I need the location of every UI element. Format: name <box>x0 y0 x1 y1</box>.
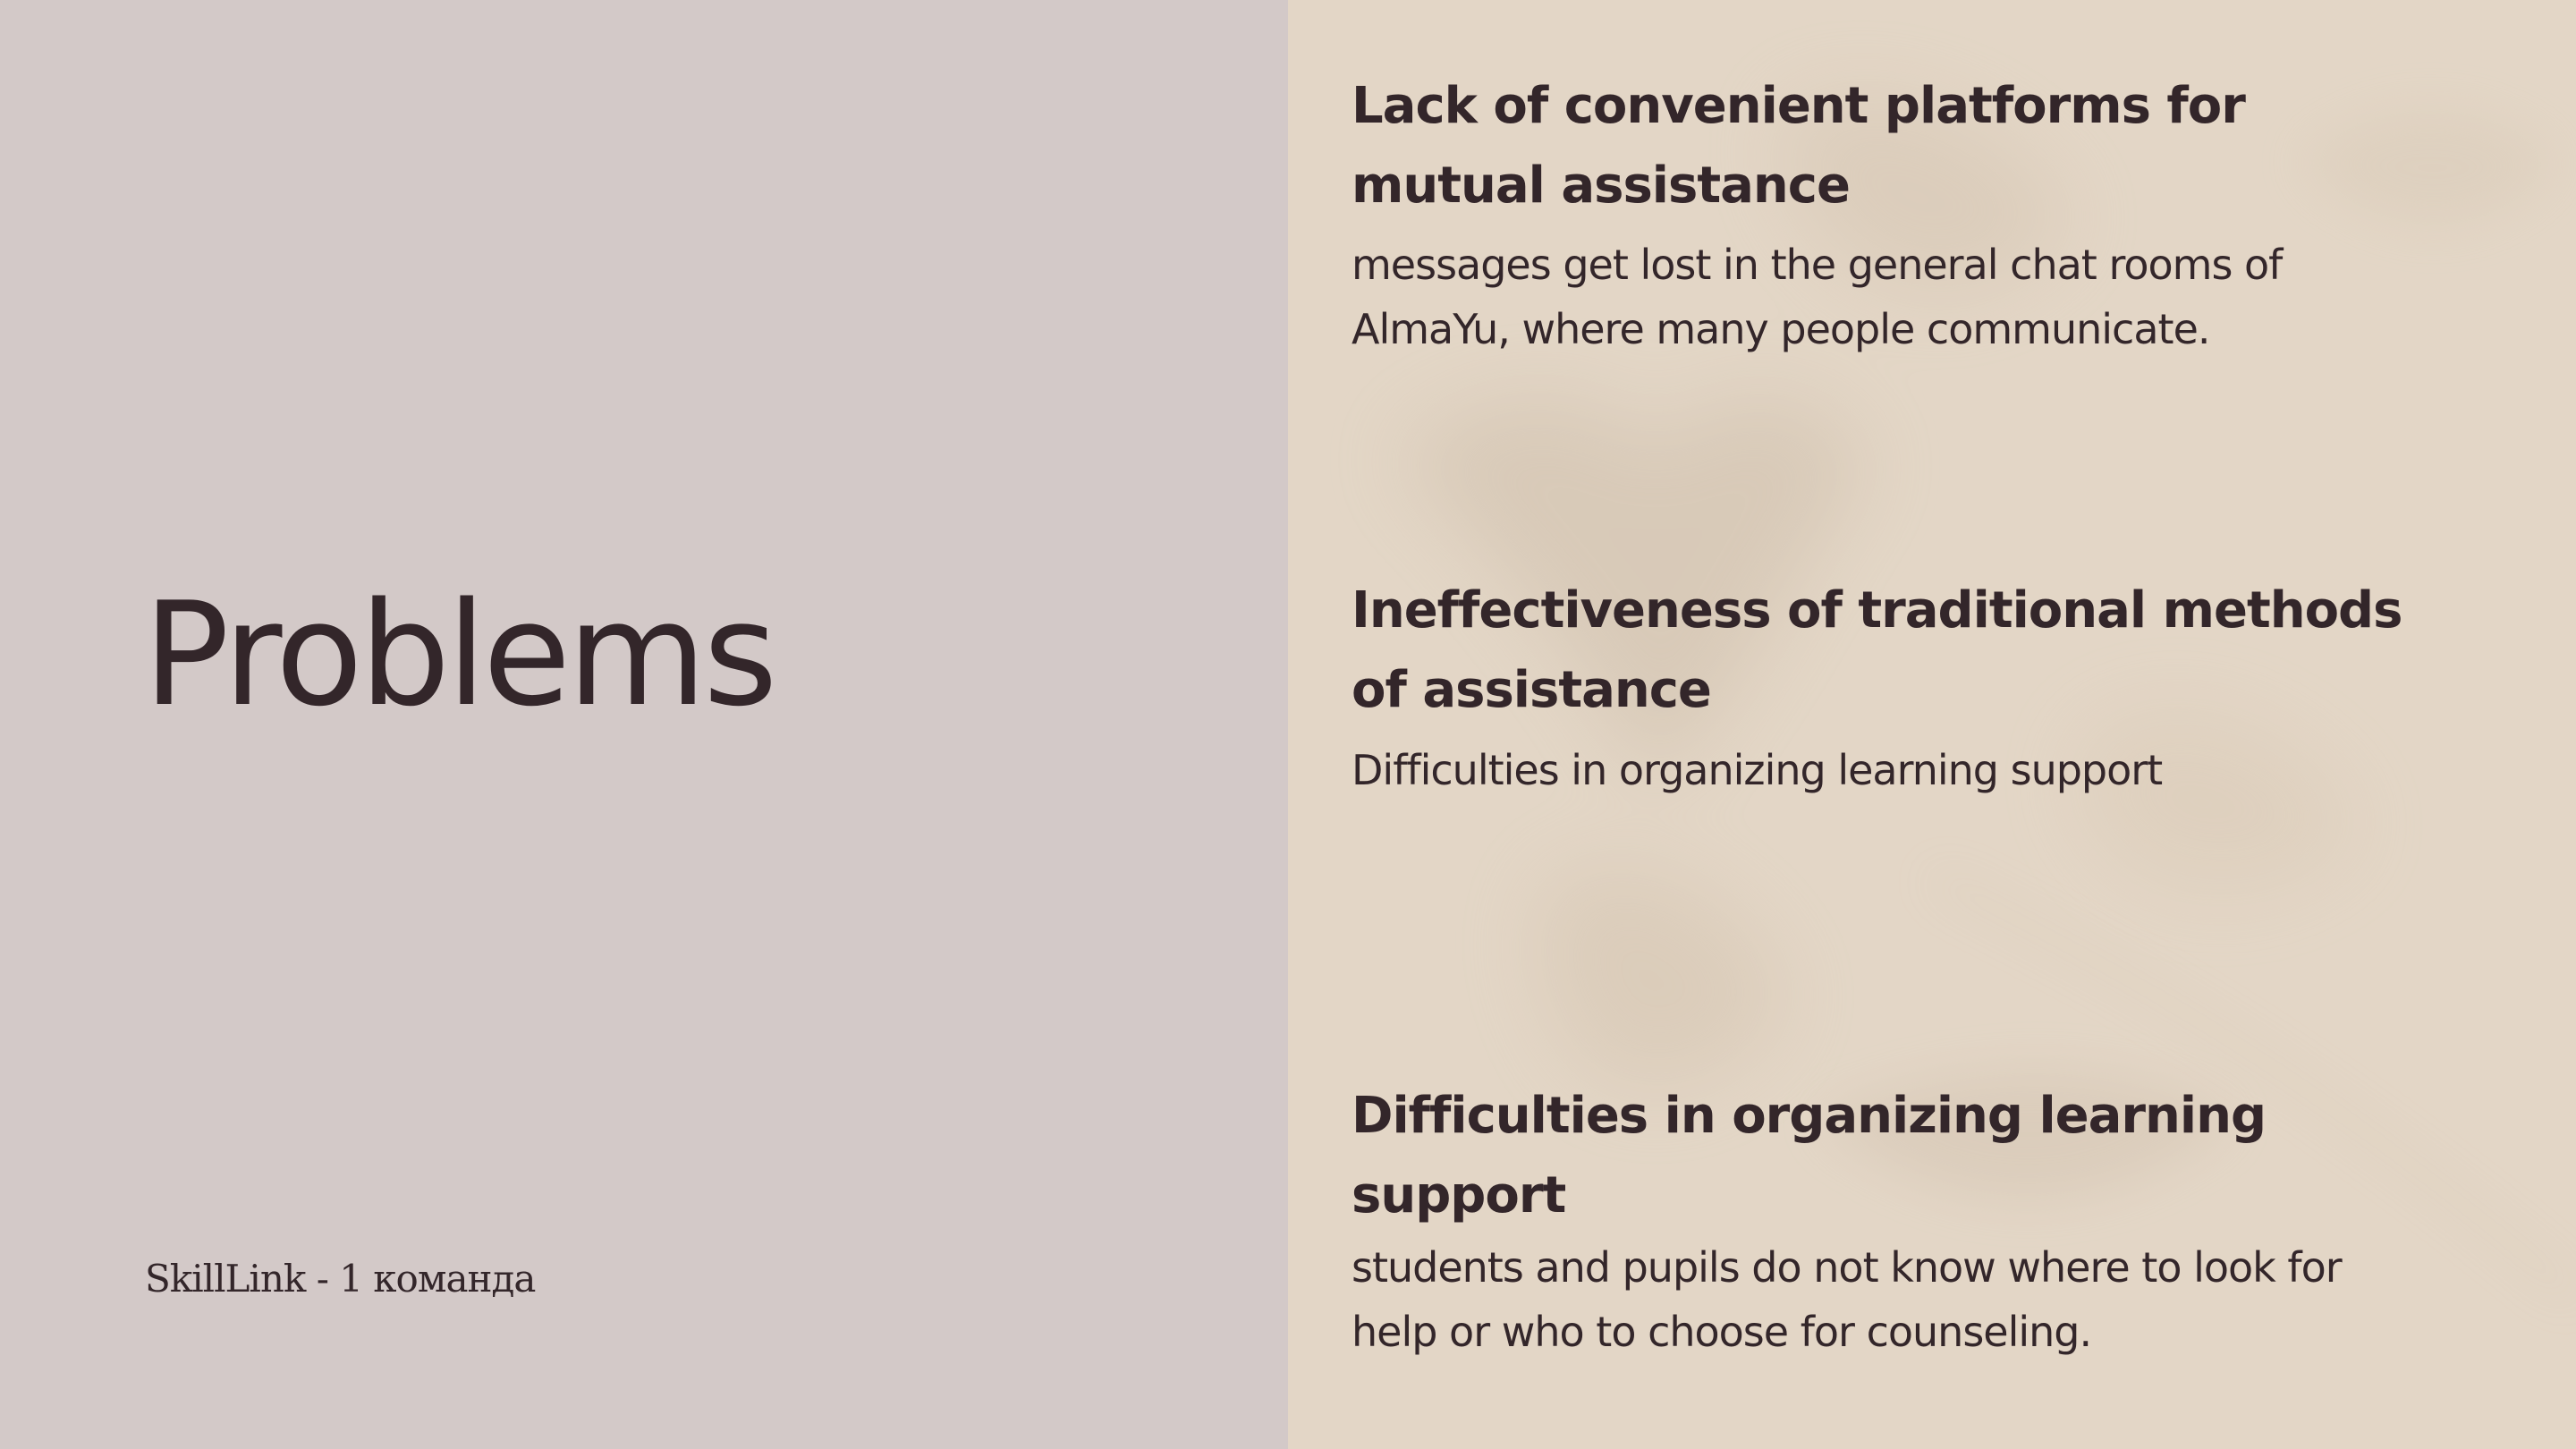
right-panel: Lack of convenient platforms for mutual … <box>1288 0 2576 1449</box>
problem-description: messages get lost in the general chat ro… <box>1352 241 2283 353</box>
problem-description: Difficulties in organizing learning supp… <box>1352 746 2163 794</box>
problem-item: Ineffectiveness of traditional methods o… <box>1352 571 2425 802</box>
problem-item: Difficulties in organizing learning supp… <box>1352 1076 2425 1364</box>
slide-title: Problems <box>143 571 777 738</box>
problem-heading: Lack of convenient platforms for mutual … <box>1352 77 2246 215</box>
left-panel: Problems SkillLink - 1 команда <box>143 571 778 1301</box>
leaf-shadow-decoration <box>1395 96 2576 1302</box>
problem-heading: Ineffectiveness of traditional methods o… <box>1352 581 2402 719</box>
problem-item: Lack of convenient platforms for mutual … <box>1352 66 2425 361</box>
problem-description: students and pupils do not know where to… <box>1352 1243 2343 1356</box>
footer-caption: SkillLink - 1 команда <box>145 1257 536 1301</box>
problem-heading: Difficulties in organizing learning supp… <box>1352 1087 2267 1224</box>
